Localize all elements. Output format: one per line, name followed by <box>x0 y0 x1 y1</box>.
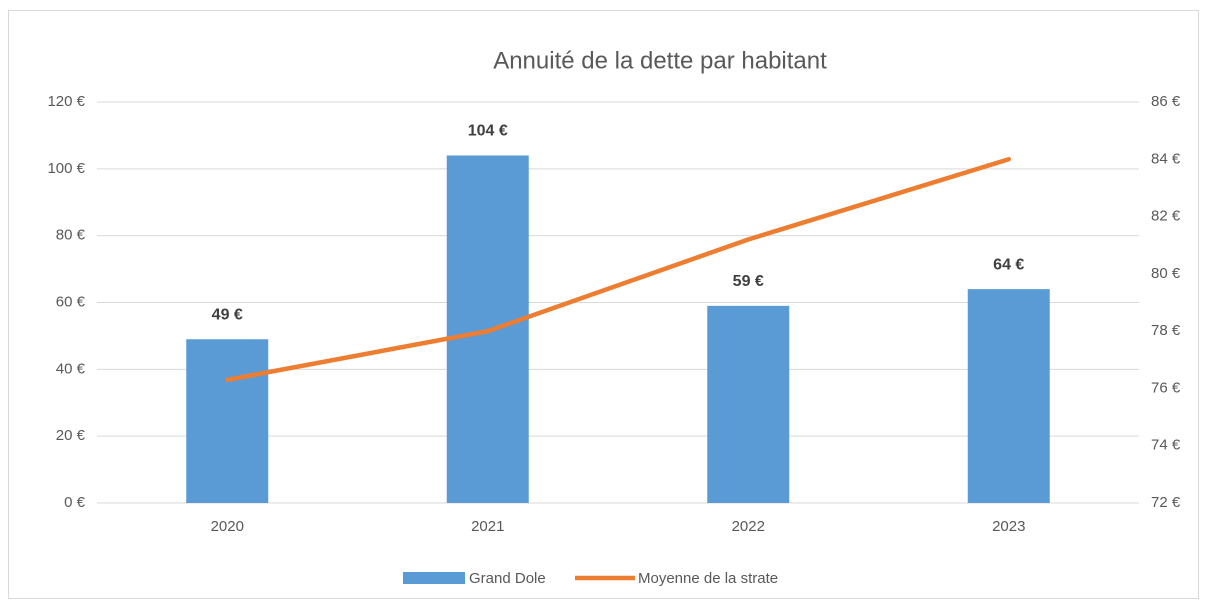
y2-tick-label: 84 € <box>1151 150 1181 167</box>
y2-tick-label: 86 € <box>1151 93 1181 110</box>
x-tick-label: 2021 <box>471 518 504 535</box>
y2-tick-label: 76 € <box>1151 379 1181 396</box>
y-tick-label: 20 € <box>56 427 86 444</box>
y2-tick-label: 74 € <box>1151 437 1181 454</box>
y-tick-label: 60 € <box>56 293 86 310</box>
bar <box>967 289 1050 503</box>
bar <box>707 305 790 503</box>
chart-title: Annuité de la dette par habitant <box>493 47 827 74</box>
y-tick-label: 80 € <box>56 227 86 244</box>
y2-tick-label: 78 € <box>1151 322 1181 339</box>
value-label: 64 € <box>993 256 1024 273</box>
legend-label: Grand Dole <box>469 570 546 587</box>
legend-swatch <box>403 572 465 584</box>
y2-tick-label: 82 € <box>1151 208 1181 225</box>
y-tick-label: 100 € <box>47 160 85 177</box>
legend-label: Moyenne de la strate <box>638 570 778 587</box>
x-tick-label: 2020 <box>211 518 244 535</box>
value-label: 49 € <box>212 306 243 323</box>
y2-tick-label: 80 € <box>1151 265 1181 282</box>
value-label: 104 € <box>468 123 508 140</box>
x-tick-label: 2022 <box>732 518 765 535</box>
line <box>225 157 1011 383</box>
y2-tick-label: 72 € <box>1151 494 1181 511</box>
y-tick-label: 120 € <box>47 93 85 110</box>
y-tick-label: 40 € <box>56 360 86 377</box>
y-tick-label: 0 € <box>64 494 86 511</box>
x-tick-label: 2023 <box>992 518 1025 535</box>
value-label: 59 € <box>733 273 764 290</box>
bar <box>186 339 269 503</box>
